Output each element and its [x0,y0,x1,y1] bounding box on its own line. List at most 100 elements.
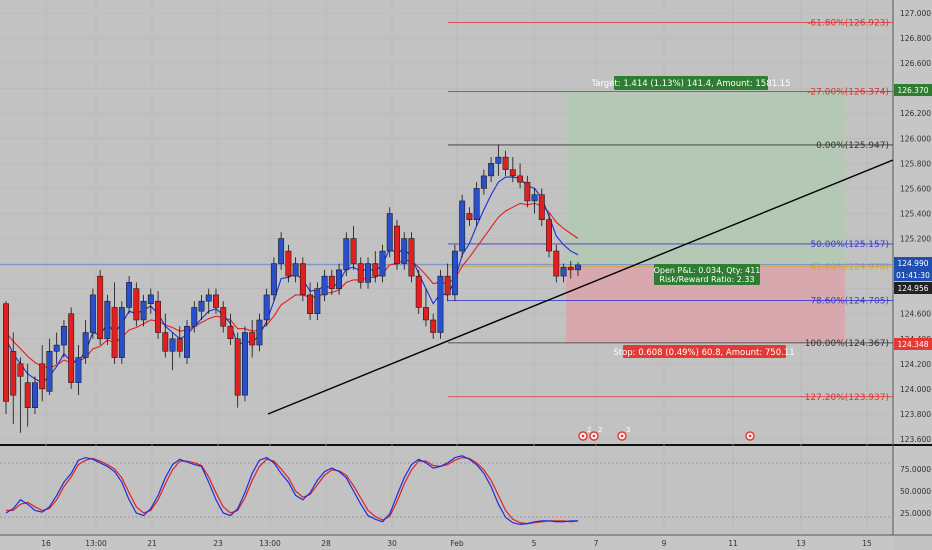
candle-body[interactable] [473,188,480,220]
stop-label[interactable]: Stop: 0.608 (0.49%) 60.8, Amount: 750.11 [613,345,795,358]
oscillator-pane[interactable] [0,447,893,535]
candle-body[interactable] [531,194,538,202]
event-marker[interactable]: 3 [617,426,630,441]
candle-body[interactable] [567,267,574,271]
time-tick: 15 [862,539,872,548]
candle-body[interactable] [24,382,31,408]
candle-body[interactable] [249,332,256,346]
candle-body[interactable] [517,175,524,183]
candle-body[interactable] [488,163,495,177]
candle-body[interactable] [495,156,502,164]
candle-body[interactable] [451,250,458,296]
candle-body[interactable] [162,332,169,352]
candle-body[interactable] [292,263,299,277]
candle-body[interactable] [184,325,190,358]
fibonacci-levels[interactable]: -61.80%(126.923) -27.00%(126.374) 0.00%(12… [0,19,893,403]
candle-body[interactable] [502,156,509,170]
candle-body[interactable] [314,288,321,314]
candle-body[interactable] [176,338,183,352]
candle-body[interactable] [82,332,89,358]
candle-body[interactable] [46,351,53,392]
candle-body[interactable] [444,275,451,296]
candle-body[interactable] [553,250,560,277]
profit-zone[interactable] [566,91,845,266]
candle-body[interactable] [386,213,393,252]
candle-body[interactable] [415,275,422,308]
candle-body[interactable] [263,294,270,321]
candle-body[interactable] [140,300,147,321]
candle-body[interactable] [227,325,234,340]
candle-body[interactable] [321,275,328,296]
candle-body[interactable] [256,319,263,346]
candle-body[interactable] [3,303,9,402]
event-marker[interactable]: 2 [589,426,602,441]
candle-body[interactable] [336,269,343,289]
candle-body[interactable] [278,238,285,264]
candle-body[interactable] [350,238,357,264]
candle-body[interactable] [241,332,248,396]
candle-body[interactable] [97,275,104,340]
candle-body[interactable] [546,219,552,252]
candle-body[interactable] [459,200,466,252]
event-markers[interactable]: 2 2 3 [578,426,755,441]
candle-body[interactable] [524,181,531,202]
candle-body[interactable] [68,313,75,383]
candle-body[interactable] [220,307,227,327]
candle-body[interactable] [575,264,581,271]
candle-body[interactable] [32,382,38,408]
candle-body[interactable] [118,307,125,358]
candle-body[interactable] [126,282,133,308]
candle-body[interactable] [89,294,96,333]
candle-body[interactable] [10,351,17,396]
candle-body[interactable] [191,307,198,327]
candle-body[interactable] [198,300,205,312]
candle-body[interactable] [75,357,82,383]
candle-body[interactable] [270,263,277,296]
price-tick: 125.800 [900,159,931,168]
candle-body[interactable] [111,307,118,358]
candle-body[interactable] [205,294,212,302]
candle-body[interactable] [422,307,429,321]
candle-body[interactable] [394,225,400,264]
event-marker[interactable] [745,431,755,441]
candle-body[interactable] [509,169,516,177]
candle-body[interactable] [408,238,415,277]
candle-body[interactable] [480,175,487,189]
candle-body[interactable] [147,294,154,304]
open-pl-label[interactable]: Open P&L: 0.034, Qty: 411 Risk/Reward Ra… [654,264,761,285]
target-label[interactable]: Target: 1.414 (1.13%) 141.4, Amount: 158… [590,76,791,90]
candle-body[interactable] [538,194,545,220]
candle-body[interactable] [328,275,335,289]
candle-body[interactable] [53,344,60,352]
candle-body[interactable] [17,363,24,377]
candle-body[interactable] [307,294,314,314]
event-marker[interactable]: 2 [578,426,591,441]
candle-body[interactable] [104,300,111,340]
candle-body[interactable] [60,325,67,346]
candle-body[interactable] [430,319,437,333]
candle-body[interactable] [155,300,162,333]
candle-body[interactable] [285,250,292,277]
candle-body[interactable] [39,363,46,390]
candle-body[interactable] [169,338,176,352]
candle-body[interactable] [372,263,379,277]
candlesticks[interactable] [3,144,581,433]
candle-body[interactable] [379,250,386,277]
candle-body[interactable] [213,294,219,308]
candle-body[interactable] [560,267,567,277]
candle-body[interactable] [343,238,350,271]
time-tick: 21 [147,539,157,548]
candle-body[interactable] [466,213,473,220]
candle-body[interactable] [437,275,444,333]
candle-body[interactable] [299,263,306,296]
candle-body[interactable] [234,338,241,396]
candle-body[interactable] [365,263,371,283]
candle-body[interactable] [133,288,140,321]
price-tick: 124.000 [900,385,931,394]
time-tick: 16 [41,539,51,548]
time-axis[interactable] [0,535,893,550]
candle-body[interactable] [401,238,408,264]
candle-body[interactable] [357,263,364,283]
trendline[interactable] [267,159,894,415]
